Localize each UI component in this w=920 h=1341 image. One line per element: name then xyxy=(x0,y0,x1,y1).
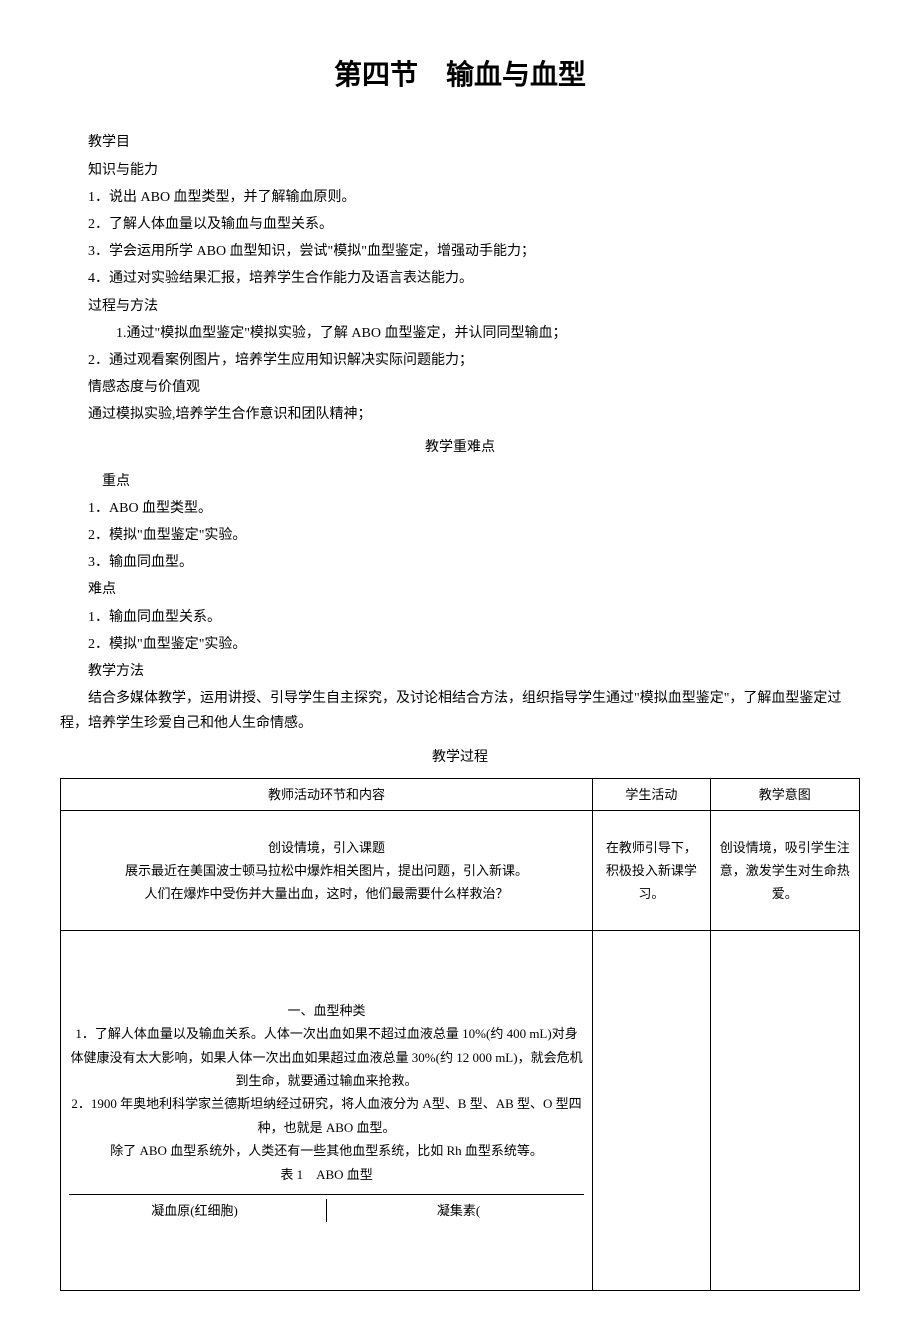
row2-teacher-cell: 一、血型种类 1．了解人体血量以及输血关系。人体一次出血如果不超过血液总量 10… xyxy=(61,931,593,1291)
difficult-item-2: 2．模拟"血型鉴定"实验。 xyxy=(60,632,860,657)
process-item-1: 1.通过"模拟血型鉴定"模拟实验，了解 ABO 血型鉴定，并认同同型输血； xyxy=(60,321,860,346)
row2-teacher-text: 一、血型种类 1．了解人体血量以及输血关系。人体一次出血如果不超过血液总量 10… xyxy=(69,999,584,1186)
inner-table-row: 凝血原(红细胞) 凝集素( xyxy=(69,1194,584,1222)
heading-emotion-values: 情感态度与价值观 xyxy=(60,375,860,400)
page-title: 第四节 输血与血型 xyxy=(60,50,860,100)
table-row: 创设情境，引入课题 展示最近在美国波士顿马拉松中爆炸相关图片，提出问题，引入新课… xyxy=(61,811,860,931)
row1-intent-cell: 创设情境，吸引学生注意，激发学生对生命热爱。 xyxy=(710,811,859,931)
table-header-row: 教师活动环节和内容 学生活动 教学意图 xyxy=(61,778,860,810)
keypoint-item-1: 1．ABO 血型类型。 xyxy=(60,496,860,521)
row1-student-cell: 在教师引导下，积极投入新课学习。 xyxy=(593,811,710,931)
knowledge-item-3: 3．学会运用所学 ABO 血型知识，尝试"模拟"血型鉴定，增强动手能力； xyxy=(60,239,860,264)
teaching-process-table: 教师活动环节和内容 学生活动 教学意图 创设情境，引入课题 展示最近在美国波士顿… xyxy=(60,778,860,1291)
knowledge-item-1: 1．说出 ABO 血型类型，并了解输血原则。 xyxy=(60,185,860,210)
heading-teaching-method: 教学方法 xyxy=(60,659,860,684)
table-header-student: 学生活动 xyxy=(593,778,710,810)
inner-right-cell: 凝集素( xyxy=(327,1199,584,1222)
keypoint-item-2: 2．模拟"血型鉴定"实验。 xyxy=(60,523,860,548)
knowledge-item-4: 4．通过对实验结果汇报，培养学生合作能力及语言表达能力。 xyxy=(60,266,860,291)
emotion-text: 通过模拟实验,培养学生合作意识和团队精神； xyxy=(60,402,860,427)
process-item-2: 2．通过观看案例图片，培养学生应用知识解决实际问题能力； xyxy=(60,348,860,373)
difficult-item-1: 1．输血同血型关系。 xyxy=(60,605,860,630)
row2-intent-cell xyxy=(710,931,859,1291)
heading-key-difficult: 教学重难点 xyxy=(60,435,860,460)
heading-teaching-goal: 教学目 xyxy=(60,130,860,155)
table-header-teacher: 教师活动环节和内容 xyxy=(61,778,593,810)
table-row: 一、血型种类 1．了解人体血量以及输血关系。人体一次出血如果不超过血液总量 10… xyxy=(61,931,860,1291)
table-header-intent: 教学意图 xyxy=(710,778,859,810)
heading-knowledge-ability: 知识与能力 xyxy=(60,158,860,183)
method-text: 结合多媒体教学，运用讲授、引导学生自主探究，及讨论相结合方法，组织指导学生通过"… xyxy=(60,686,860,736)
row2-student-cell xyxy=(593,931,710,1291)
heading-process-method: 过程与方法 xyxy=(60,294,860,319)
heading-teaching-process: 教学过程 xyxy=(60,745,860,770)
heading-key-point: 重点 xyxy=(60,469,860,494)
row1-teacher-cell: 创设情境，引入课题 展示最近在美国波士顿马拉松中爆炸相关图片，提出问题，引入新课… xyxy=(61,811,593,931)
heading-difficult-point: 难点 xyxy=(60,577,860,602)
knowledge-item-2: 2．了解人体血量以及输血与血型关系。 xyxy=(60,212,860,237)
keypoint-item-3: 3．输血同血型。 xyxy=(60,550,860,575)
inner-left-cell: 凝血原(红细胞) xyxy=(69,1199,327,1222)
